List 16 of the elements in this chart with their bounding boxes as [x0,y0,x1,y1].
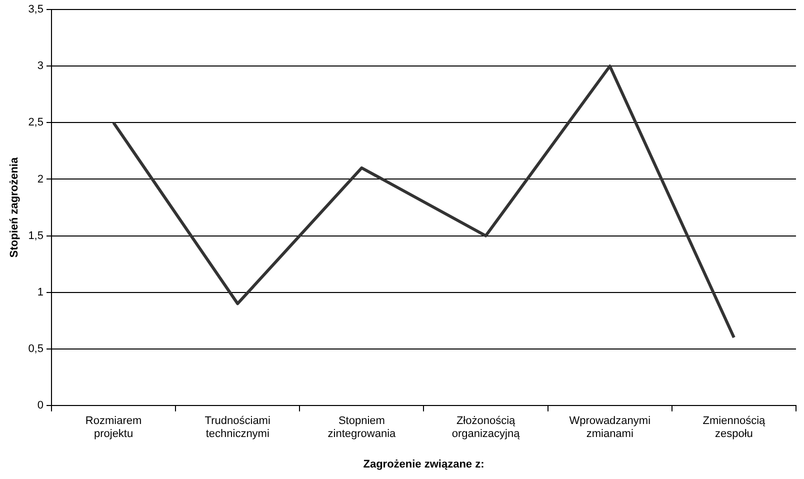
x-axis-title: Zagrożenie związane z: [363,458,484,470]
y-tick-label: 3 [37,60,44,72]
x-tick-label: Zmiennością zespołu [702,415,766,440]
y-tick-label: 0 [37,399,44,412]
y-tick-label: 1,5 [28,230,44,242]
y-tick-label: 0,5 [28,342,44,355]
x-tick-label: Stopniem zintegrowania [328,415,397,440]
y-axis-title: Stopień zagrożenia [8,156,21,258]
x-tick-label: Rozmiarem projektu [85,415,142,440]
y-tick-label: 2,5 [28,116,44,129]
y-tick-label: 2 [37,173,44,186]
y-tick-label: 3,5 [28,4,44,16]
x-tick-label: Trudnościami technicznymi [204,415,270,440]
x-tick-label: Wprowadzanymi zmianami [569,415,651,440]
x-tick-label: Złożonością organizacyjną [452,415,521,440]
y-tick-label: 1 [37,286,44,298]
